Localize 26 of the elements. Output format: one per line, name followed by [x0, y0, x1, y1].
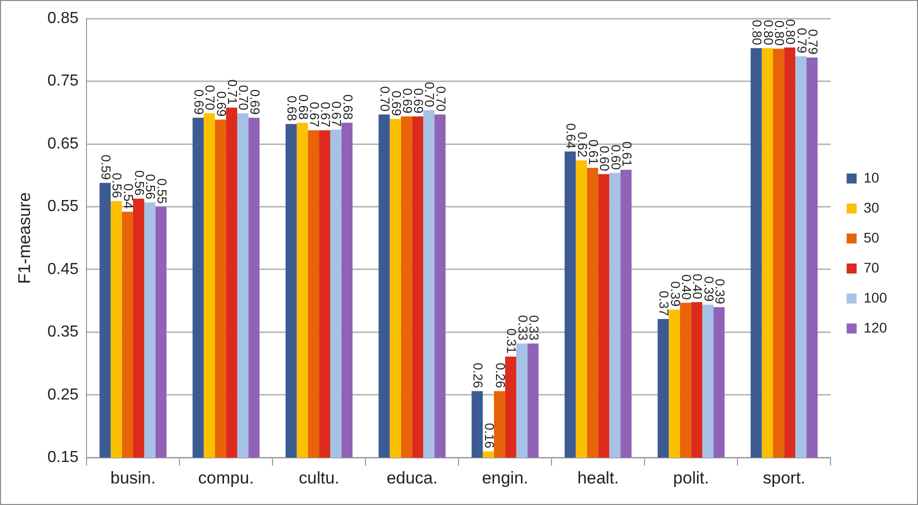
legend-label: 120	[864, 319, 888, 336]
x-tick-label: healt.	[577, 468, 619, 488]
y-tick-label: 0.55	[47, 198, 79, 216]
y-tick-label: 0.85	[47, 10, 79, 28]
x-tick-label: engin.	[482, 468, 528, 488]
legend-label: 70	[864, 259, 880, 276]
data-label: 0.26	[470, 362, 486, 388]
legend-label: 50	[864, 229, 880, 246]
x-tick-label: educa.	[386, 468, 438, 488]
y-axis-title: F1-measure	[14, 192, 34, 284]
y-tick-label: 0.45	[47, 260, 79, 278]
y-tick-label: 0.25	[47, 386, 79, 404]
y-tick-label: 0.15	[47, 449, 79, 466]
x-tick-label: cultu.	[298, 468, 340, 488]
y-tick-label: 0.75	[47, 72, 79, 90]
x-tick-label: sport.	[762, 468, 806, 488]
data-label: 0.16	[482, 423, 497, 448]
y-tick-label: 0.35	[47, 324, 79, 341]
legend-label: 10	[864, 169, 880, 186]
legend-label: 100	[864, 289, 888, 306]
x-tick-label: busin.	[110, 468, 156, 488]
legend-label: 30	[864, 199, 880, 216]
x-tick-label: polit.	[673, 468, 710, 488]
x-tick-label: compu.	[198, 468, 254, 488]
y-tick-label: 0.65	[47, 135, 79, 152]
data-label: 0.26	[492, 362, 508, 388]
